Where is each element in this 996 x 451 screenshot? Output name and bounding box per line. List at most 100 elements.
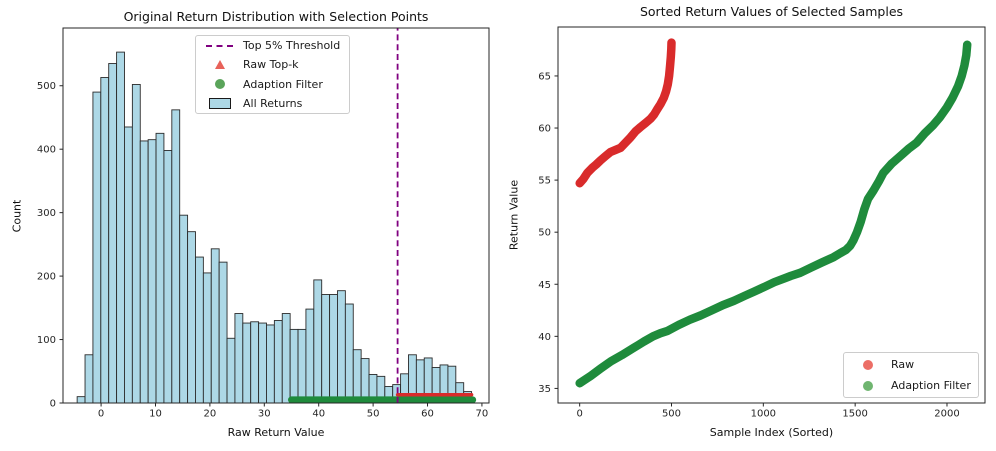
x-tick-label: 50 [367,408,380,419]
axes-frame [557,26,986,404]
histogram-bar [147,139,157,404]
histogram-bar [92,91,102,404]
y-tick-label: 200 [37,272,56,283]
histogram-bar [281,313,291,404]
circle-icon [214,79,225,90]
histogram-bar [297,328,307,404]
series-raw [575,38,676,188]
circle-marker-swatch [853,359,882,370]
y-tick-label: 300 [37,208,56,219]
histogram-bar [84,354,94,404]
threshold-dash-icon [206,44,233,47]
legend-label: Raw [891,358,915,371]
y-tick-label: 55 [538,176,551,187]
histogram-bar [187,231,196,404]
legend-label: Top 5% Threshold [243,39,341,53]
legend-item-adaption-filter: Adaption Filter [844,375,978,396]
legend-label: Raw Top-k [243,58,299,72]
circle-icon [862,380,873,391]
series-adaption-filter [575,40,972,388]
y-tick-label: 100 [37,335,56,346]
histogram-bar [179,214,189,404]
left-legend: Top 5% Threshold Raw Top-k Adaption Filt… [195,35,350,114]
histogram-bar [313,279,323,404]
legend-item-threshold: Top 5% Threshold [196,36,349,55]
y-tick-label: 0 [50,399,56,410]
histogram-bar [226,337,236,404]
histogram-bar [155,132,165,404]
histogram-bar [329,294,338,404]
x-tick-label: 70 [476,408,489,419]
histogram-bar [202,272,212,404]
histogram-bar [289,328,299,404]
x-tick-label: 1000 [751,408,776,419]
legend-item-raw-topk: Raw Top-k [196,55,349,74]
rect-swatch [205,97,234,109]
histogram-bar [352,349,362,404]
histogram-bar [266,324,275,404]
y-tick-label: 65 [538,71,551,82]
legend-item-adaption-filter: Adaption Filter [196,75,349,94]
x-tick-label: 20 [204,408,217,419]
dashed-line-swatch [205,44,234,47]
histogram-bar [139,140,149,404]
x-tick-label: 2000 [934,408,959,419]
right-y-axis-label: Return Value [507,179,521,251]
histogram-bar [131,84,141,404]
histogram-bar [344,303,354,404]
left-chart-title: Original Return Distribution with Select… [123,9,429,24]
x-tick-label: 1500 [842,408,867,419]
axes-frame [62,27,490,404]
triangle-icon [214,60,225,70]
left-x-axis-label: Raw Return Value [227,426,325,439]
legend-label: All Returns [243,96,303,110]
histogram-bar [273,320,283,404]
histogram-bar [250,321,260,404]
x-tick-label: 10 [149,408,162,419]
right-chart-title: Sorted Return Values of Selected Samples [639,4,904,19]
histogram-bar [195,256,204,404]
right-legend: Raw Adaption Filter [843,352,979,398]
y-tick-label: 400 [37,145,56,156]
histogram-bar [234,313,244,404]
histogram-bar [124,126,133,404]
circle-icon [862,359,873,370]
histogram-swatch-icon [208,97,231,109]
legend-label: Adaption Filter [891,379,971,392]
histogram-bar [100,77,110,404]
x-tick-label: 30 [258,408,271,419]
x-tick-label: 0 [98,408,104,419]
histogram-bar [321,294,331,404]
legend-item-raw: Raw [844,354,978,375]
histogram-bar [337,290,346,404]
histogram-bar [242,322,252,404]
histogram-bar [218,261,228,404]
histogram-bar [171,109,181,404]
histogram-bar [305,308,315,404]
x-tick-label: 60 [421,408,434,419]
histogram-bar [163,150,173,404]
y-tick-label: 500 [37,81,56,92]
y-tick-label: 60 [538,124,551,135]
x-tick-label: 500 [662,408,681,419]
left-y-axis-label: Count [10,199,24,233]
y-tick-label: 50 [538,228,551,239]
circle-marker-swatch [853,380,882,391]
y-tick-label: 45 [538,280,551,291]
legend-label: Adaption Filter [243,77,323,91]
x-tick-label: 40 [312,408,325,419]
histogram-bar [76,396,86,404]
triangle-marker-swatch [205,60,234,70]
histogram-bar [258,322,267,404]
histogram-bar [116,51,125,404]
legend-item-all-returns: All Returns [196,94,349,113]
circle-marker-swatch [205,79,234,90]
y-tick-label: 40 [538,332,551,343]
right-x-axis-label: Sample Index (Sorted) [709,426,834,439]
histogram-bar [210,248,220,404]
histogram-bar [108,63,118,404]
x-tick-label: 0 [576,408,582,419]
y-tick-label: 35 [538,384,551,395]
